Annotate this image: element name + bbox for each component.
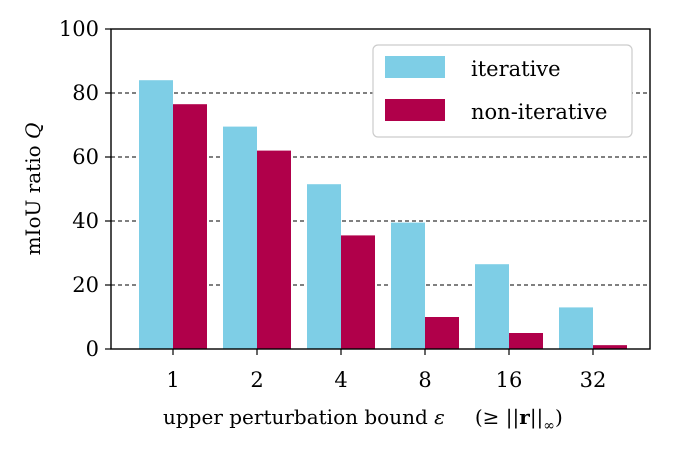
- bar-iterative-32: [559, 307, 593, 349]
- x-tick-label-4: 4: [334, 368, 347, 392]
- x-axis-label-text: upper perturbation bound: [163, 405, 434, 429]
- x-tick-label-32: 32: [580, 368, 607, 392]
- bar-non-iterative-32: [593, 345, 627, 349]
- plot-frame: [110, 28, 651, 350]
- x-tick-label-2: 2: [250, 368, 263, 392]
- bar-non-iterative-1: [173, 104, 207, 349]
- bar-non-iterative-16: [509, 333, 543, 349]
- legend-label-iterative: iterative: [471, 57, 561, 81]
- x-axis-label-note-prefix: (≥ ||: [475, 405, 519, 430]
- bar-iterative-16: [475, 264, 509, 349]
- x-tick-label-1: 1: [166, 368, 179, 392]
- x-axis-label-note-bold: r: [519, 405, 530, 429]
- x-axis-label-note-subscript: ∞: [543, 418, 555, 434]
- y-tick-label-80: 80: [72, 81, 99, 105]
- bar-iterative-1: [139, 80, 173, 349]
- legend-label-non-iterative: non-iterative: [471, 100, 607, 124]
- y-tick-label-40: 40: [72, 209, 99, 233]
- x-axis-label-symbol: ε: [434, 405, 445, 429]
- x-tick-label-8: 8: [418, 368, 431, 392]
- y-tick-label-60: 60: [72, 145, 99, 169]
- x-axis-label-note-suffix: ||: [530, 405, 543, 430]
- y-axis-label: mIoU ratio Q: [21, 123, 45, 256]
- y-axis-label-text: mIoU ratio: [21, 139, 45, 255]
- legend-swatch-non-iterative: [385, 99, 445, 121]
- x-tick-label-16: 16: [496, 368, 523, 392]
- y-axis-label-symbol: Q: [21, 123, 45, 139]
- y-tick-label-20: 20: [72, 273, 99, 297]
- bar-iterative-2: [223, 126, 257, 349]
- x-axis-label: upper perturbation bound ε (≥ ||r||∞): [163, 405, 563, 434]
- bar-non-iterative-2: [257, 150, 291, 349]
- x-axis-label-note-close: ): [555, 405, 563, 429]
- bar-iterative-4: [307, 184, 341, 349]
- y-tick-label-100: 100: [59, 17, 99, 41]
- bar-non-iterative-4: [341, 235, 375, 349]
- bar-non-iterative-8: [425, 317, 459, 349]
- x-axis-ticks: 1 2 4 8 16 32: [166, 349, 606, 392]
- bars: [139, 80, 627, 349]
- legend-swatch-iterative: [385, 56, 445, 78]
- y-axis-ticks: 0 20 40 60 80 100: [59, 17, 111, 361]
- legend: iterative non-iterative: [372, 44, 633, 138]
- bar-iterative-8: [391, 222, 425, 349]
- y-tick-label-0: 0: [86, 337, 99, 361]
